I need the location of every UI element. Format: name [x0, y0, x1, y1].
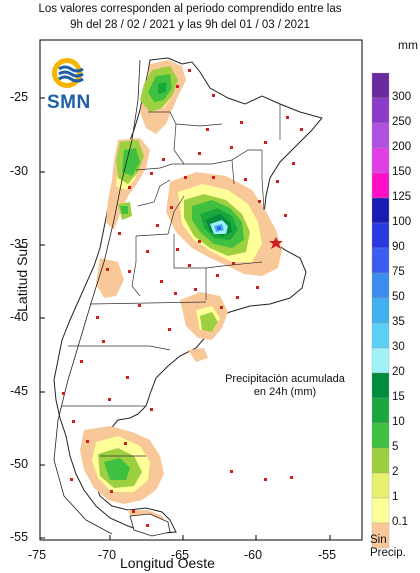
- legend-swatch: [371, 197, 390, 224]
- station-markers: [62, 69, 303, 527]
- legend-label: 50: [392, 291, 405, 303]
- legend-label: 100: [392, 216, 412, 228]
- legend-label: 250: [392, 116, 412, 128]
- legend-color-bar: [371, 72, 390, 549]
- smn-logo-icon: [52, 58, 84, 88]
- legend-unit: mm: [398, 38, 418, 52]
- legend-label: 20: [392, 366, 405, 378]
- legend-swatch: [371, 297, 390, 324]
- legend-swatch: [371, 397, 390, 424]
- tierra-del-fuego: [129, 513, 171, 537]
- legend-swatch: [371, 447, 390, 474]
- legend-swatch: [371, 72, 390, 99]
- legend-label: 90: [392, 241, 405, 253]
- header-line-2: 9h del 28 / 02 / 2021 y las 9h del 01 / …: [70, 19, 310, 31]
- precip-core-areas: [210, 220, 228, 234]
- y-axis-label: Latitud Sur: [14, 244, 30, 312]
- legend-swatch: [371, 497, 390, 524]
- legend-label: 5: [392, 441, 399, 453]
- x-tick-label: -60: [244, 548, 263, 562]
- y-tick-label: -50: [10, 457, 29, 471]
- axis-ticks: [39, 97, 331, 540]
- legend-swatch: [371, 522, 390, 549]
- legend-label: 125: [392, 191, 412, 203]
- legend-swatch: [371, 347, 390, 374]
- map-annotation: Precipitación acumulada en 24h (mm): [210, 373, 360, 399]
- legend-label: 200: [392, 141, 412, 153]
- legend-label: 0.1: [392, 516, 408, 528]
- chile-coast: [53, 59, 141, 535]
- y-tick-label: -45: [10, 384, 29, 398]
- legend-label: 10: [392, 416, 405, 428]
- legend-swatch: [371, 122, 390, 149]
- highlight-star-marker: [269, 237, 283, 249]
- province-boundaries: [62, 104, 281, 457]
- legend-swatch: [371, 247, 390, 274]
- header-line-1: Los valores corresponden al periodo comp…: [38, 3, 342, 15]
- x-tick-label: -65: [171, 548, 190, 562]
- legend-label: 30: [392, 341, 405, 353]
- legend-label: 150: [392, 166, 412, 178]
- annotation-line-2: en 24h (mm): [253, 386, 317, 398]
- legend-label: 15: [392, 391, 405, 403]
- legend-swatch: [371, 222, 390, 249]
- smn-logo-text: SMN: [47, 92, 91, 113]
- x-tick-label: -75: [28, 548, 47, 562]
- legend-label: 75: [392, 266, 405, 278]
- annotation-line-1: Precipitación acumulada: [225, 373, 345, 385]
- legend-swatch: [371, 472, 390, 499]
- no-precip-line-1: Sin: [370, 534, 387, 546]
- legend-no-precip: Sin Precip.: [370, 534, 406, 560]
- smn-logo: [45, 55, 95, 91]
- legend-swatch: [371, 372, 390, 399]
- legend-label: 2: [392, 466, 399, 478]
- no-precip-line-2: Precip.: [370, 547, 406, 559]
- legend-label: 35: [392, 316, 405, 328]
- x-axis-label: Longitud Oeste: [120, 555, 215, 571]
- legend-swatch: [371, 322, 390, 349]
- legend-swatch: [371, 172, 390, 199]
- legend-label: 300: [392, 91, 412, 103]
- y-tick-label: -35: [10, 237, 29, 251]
- legend-swatch: [371, 147, 390, 174]
- legend-swatch: [371, 272, 390, 299]
- legend-swatch: [371, 97, 390, 124]
- y-tick-label: -40: [10, 310, 29, 324]
- x-tick-label: -55: [318, 548, 337, 562]
- x-tick-label: -70: [98, 548, 117, 562]
- legend-label: 1: [392, 491, 399, 503]
- y-tick-label: -55: [10, 530, 29, 544]
- y-tick-label: -25: [10, 90, 29, 104]
- y-tick-label: -30: [10, 164, 29, 178]
- legend-swatch: [371, 422, 390, 449]
